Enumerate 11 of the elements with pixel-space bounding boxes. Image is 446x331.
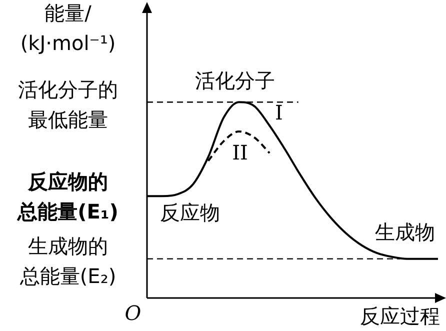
series-label: I: [275, 100, 283, 124]
annotation: 生成物: [375, 220, 435, 244]
text: 反应物的总能量(E₁): [16, 169, 118, 224]
x-axis-title: 反应过程: [360, 304, 440, 328]
ref-line-label: 生成物的总能量(E₂): [18, 234, 116, 288]
text: 活化分子: [195, 68, 275, 92]
ref-line-label: 活化分子的最低能量: [18, 77, 118, 132]
y-axis-title: 能量/ (kJ·mol⁻¹): [20, 1, 116, 56]
annotation: 反应物: [160, 200, 220, 224]
series-label: II: [232, 140, 248, 164]
text: O: [124, 301, 142, 326]
